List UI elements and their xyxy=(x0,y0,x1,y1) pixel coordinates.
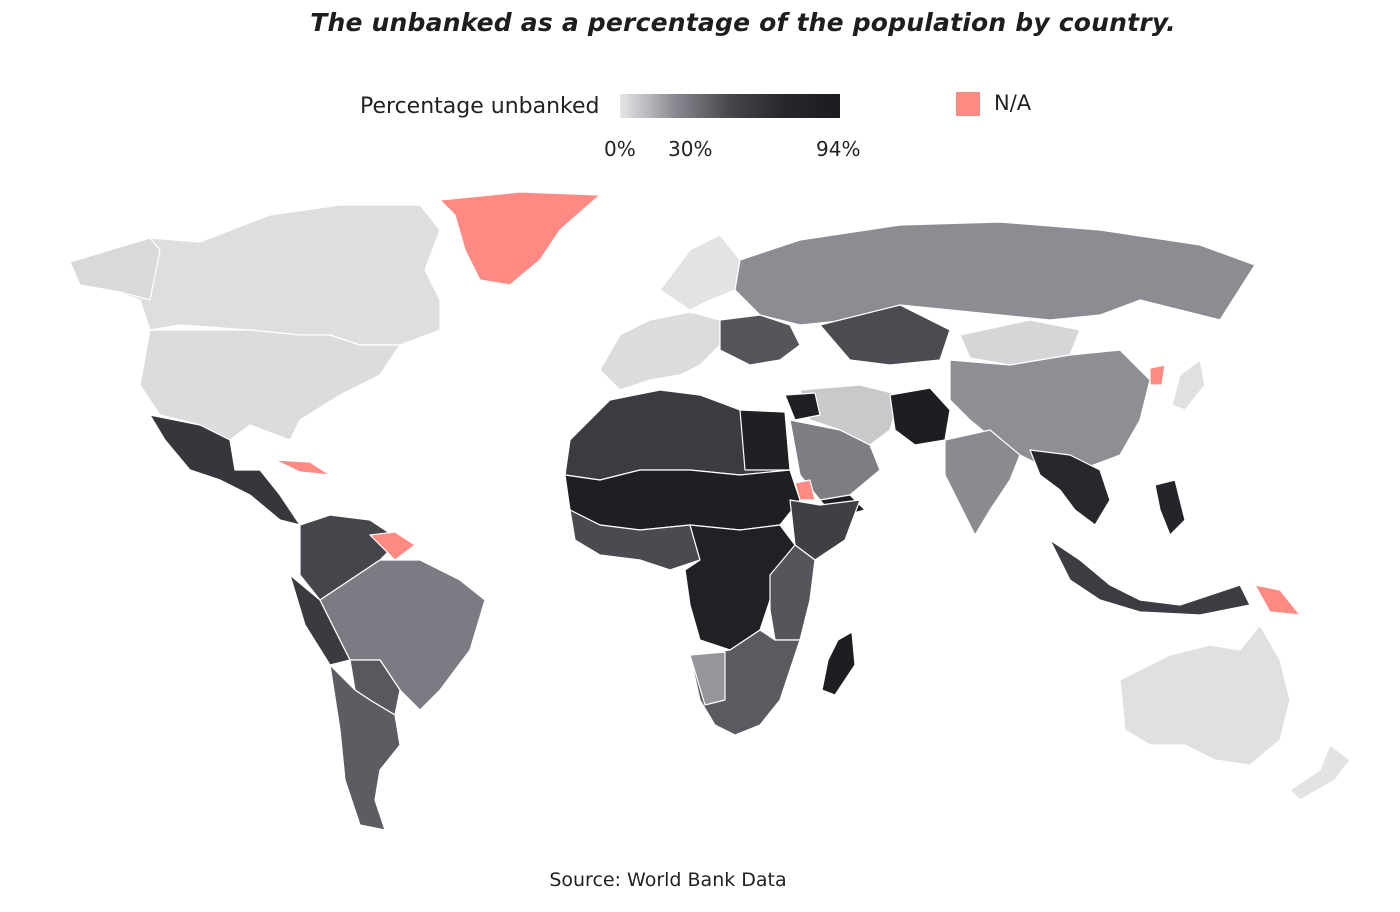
region-namibia xyxy=(689,651,726,706)
region-guianas xyxy=(369,531,416,561)
region-afghanistan-pakistan xyxy=(889,387,951,446)
region-north-korea xyxy=(1149,364,1166,386)
region-russia xyxy=(734,221,1256,326)
source-credit: Source: World Bank Data xyxy=(549,869,787,891)
legend-tick-min: 0% xyxy=(604,137,636,161)
region-united-states xyxy=(139,329,401,441)
region-eritrea xyxy=(794,479,816,501)
world-map xyxy=(69,191,1351,831)
region-western-europe xyxy=(599,311,721,391)
region-east-africa xyxy=(769,544,816,641)
region-myanmar-thailand xyxy=(1029,449,1111,526)
region-japan xyxy=(1171,359,1206,411)
region-cuba xyxy=(274,459,331,476)
legend-label: Percentage unbanked xyxy=(360,94,600,119)
map-title: The unbanked as a percentage of the popu… xyxy=(310,8,1176,37)
region-saudi-arabia xyxy=(789,419,881,501)
region-papua-new-guinea xyxy=(1254,584,1301,616)
region-indonesia xyxy=(1049,539,1251,616)
region-iraq xyxy=(784,392,821,421)
region-philippines xyxy=(1154,479,1186,536)
region-scandinavia xyxy=(659,234,741,311)
legend-tick-mid: 30% xyxy=(668,137,713,161)
region-west-africa xyxy=(569,509,701,571)
legend-tick-max: 94% xyxy=(816,137,861,161)
region-madagascar xyxy=(821,631,856,696)
region-greenland xyxy=(439,191,601,286)
region-kazakhstan xyxy=(819,304,951,366)
region-new-zealand xyxy=(1289,744,1351,801)
region-australia xyxy=(1119,624,1291,766)
legend-na-label: N/A xyxy=(994,91,1032,115)
region-argentina-chile xyxy=(329,664,401,831)
region-iran-arabia xyxy=(799,384,901,446)
region-alaska xyxy=(69,237,161,301)
region-egypt xyxy=(739,409,791,471)
region-india xyxy=(944,429,1021,536)
region-brazil xyxy=(319,559,486,711)
legend-color-scale xyxy=(620,94,840,118)
legend-na-swatch xyxy=(956,92,980,116)
